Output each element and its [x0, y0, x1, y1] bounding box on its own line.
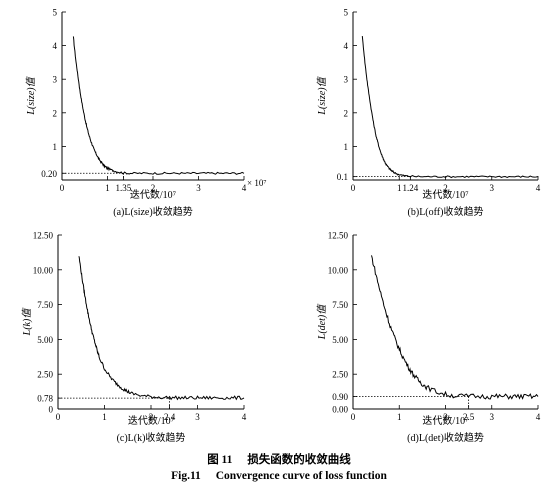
panel-c-y-tick-label: 7.50 — [37, 300, 53, 310]
panel-d-x-tick-label: 2 — [443, 412, 448, 422]
panel-d-subcaption: (d)L(det)收敛趋势 — [407, 431, 484, 444]
panel-d-x-tick-label: 0 — [351, 412, 356, 422]
panel-b-x-tick-label: 1 — [397, 183, 402, 193]
panel-d-y-tick-label: 10.00 — [328, 265, 349, 275]
panel-b-subcaption: (b)L(off)收敛趋势 — [408, 205, 484, 218]
panel-b-y-tick-label: 0.1 — [337, 172, 348, 182]
panel-a-y-tick-label: 4 — [53, 41, 58, 51]
panel-c-y-axis-label: L(k)值 — [21, 307, 33, 337]
panel-b-x-tick-label: 2 — [443, 183, 448, 193]
panel-a-y-tick-label: 0.20 — [41, 169, 57, 179]
panel-b-y-axis-label: L(size)值 — [316, 75, 328, 115]
panel-a-x-tick-label: 0 — [60, 183, 65, 193]
panel-c-subcaption: (c)L(k)收敛趋势 — [117, 431, 186, 444]
panel-b-x-tick-label: 3 — [490, 183, 495, 193]
panel-d-y-tick-label: 2.50 — [332, 370, 348, 380]
panel-c-x-tick-label: 2 — [149, 412, 154, 422]
panel-d-x-tick-label: 3 — [490, 412, 495, 422]
panel-a-x-tick-label: 1 — [105, 183, 110, 193]
panel-a-y-tick-label: 5 — [53, 8, 58, 18]
panel-c-y-tick-label: 5.00 — [37, 335, 53, 345]
caption-text-en: Convergence curve of loss function — [215, 470, 387, 482]
panel-b-x-tick-label: 0 — [351, 183, 356, 193]
panel-b-y-tick-label: 2 — [344, 108, 349, 118]
panel-b-x-tick-label: 4 — [536, 183, 541, 193]
panel-d-y-tick-label: 0.00 — [332, 405, 348, 415]
panel-c-y-tick-label: 12.50 — [33, 231, 54, 241]
panel-c-x-tick-label: 4 — [242, 412, 247, 422]
panel-a-x-multiplier-label: × 10⁷ — [247, 178, 266, 188]
panel-a-y-tick-label: 2 — [53, 108, 58, 118]
panel-b-series-line-0 — [361, 36, 539, 179]
panel-d-x-axis-label: 迭代数/10⁷ — [422, 414, 469, 427]
panel-d-y-tick-label: 0.90 — [332, 392, 348, 402]
caption-label-cn: 图 11 — [207, 454, 233, 466]
panel-d-y-tick-label: 7.50 — [332, 300, 348, 310]
panel-b-y-tick-label: 5 — [344, 8, 349, 18]
panel-b-y-tick-label: 4 — [344, 41, 349, 51]
caption-text-cn: 损失函数的收敛曲线 — [247, 454, 351, 466]
caption-label-en: Fig.11 — [171, 470, 201, 482]
panel-c-x-tick-label: 2.4 — [164, 412, 176, 422]
panel-c-y-tick-label: 2.50 — [37, 370, 53, 380]
panel-c-x-tick-label: 0 — [56, 412, 61, 422]
panel-b-y-tick-label: 1 — [344, 142, 349, 152]
panel-a-x-axis-label: 迭代数/10⁷ — [130, 188, 177, 201]
panel-c-series-line-0 — [78, 256, 245, 401]
panel-d-x-tick-label: 1 — [397, 412, 402, 422]
panel-b-x-tick-label: 1.24 — [402, 183, 418, 193]
panel-a-y-axis-label: L(size)值 — [25, 75, 37, 115]
panel-a-x-tick-label: 2 — [151, 183, 156, 193]
panel-c-x-axis-label: 迭代数/10⁷ — [128, 414, 175, 427]
panel-d-y-axis-label: L(det)值 — [316, 303, 328, 340]
panel-a-y-tick-label: 3 — [53, 75, 58, 85]
panel-a-subcaption: (a)L(size)收敛趋势 — [113, 205, 192, 218]
panel-a-x-tick-label: 3 — [196, 183, 201, 193]
panel-d-x-tick-label: 4 — [536, 412, 541, 422]
panel-c-y-tick-label: 0.78 — [37, 394, 53, 404]
panel-b-x-axis-label: 迭代数/10⁷ — [422, 188, 469, 201]
panel-d-y-tick-label: 12.50 — [328, 231, 349, 241]
panel-c-x-tick-label: 3 — [195, 412, 200, 422]
panel-a-y-tick-label: 1 — [53, 142, 58, 152]
panel-d-series-line-0 — [371, 255, 539, 400]
panel-a-x-tick-label: 4 — [242, 183, 247, 193]
panel-c-x-tick-label: 1 — [102, 412, 107, 422]
panel-a-x-tick-label: 1.35 — [116, 183, 132, 193]
panel-d-y-tick-label: 5.00 — [332, 335, 348, 345]
panel-c-y-tick-label: 0 — [49, 405, 54, 415]
panel-b-y-tick-label: 3 — [344, 75, 349, 85]
panel-c-y-tick-label: 10.00 — [33, 265, 54, 275]
panel-d-x-tick-label: 2.5 — [463, 412, 475, 422]
figure-caption-english: Fig.11 Convergence curve of loss functio… — [0, 470, 558, 482]
panel-a-series-line-0 — [72, 36, 245, 175]
figure-caption-chinese: 图 11 损失函数的收敛曲线 — [0, 451, 558, 467]
